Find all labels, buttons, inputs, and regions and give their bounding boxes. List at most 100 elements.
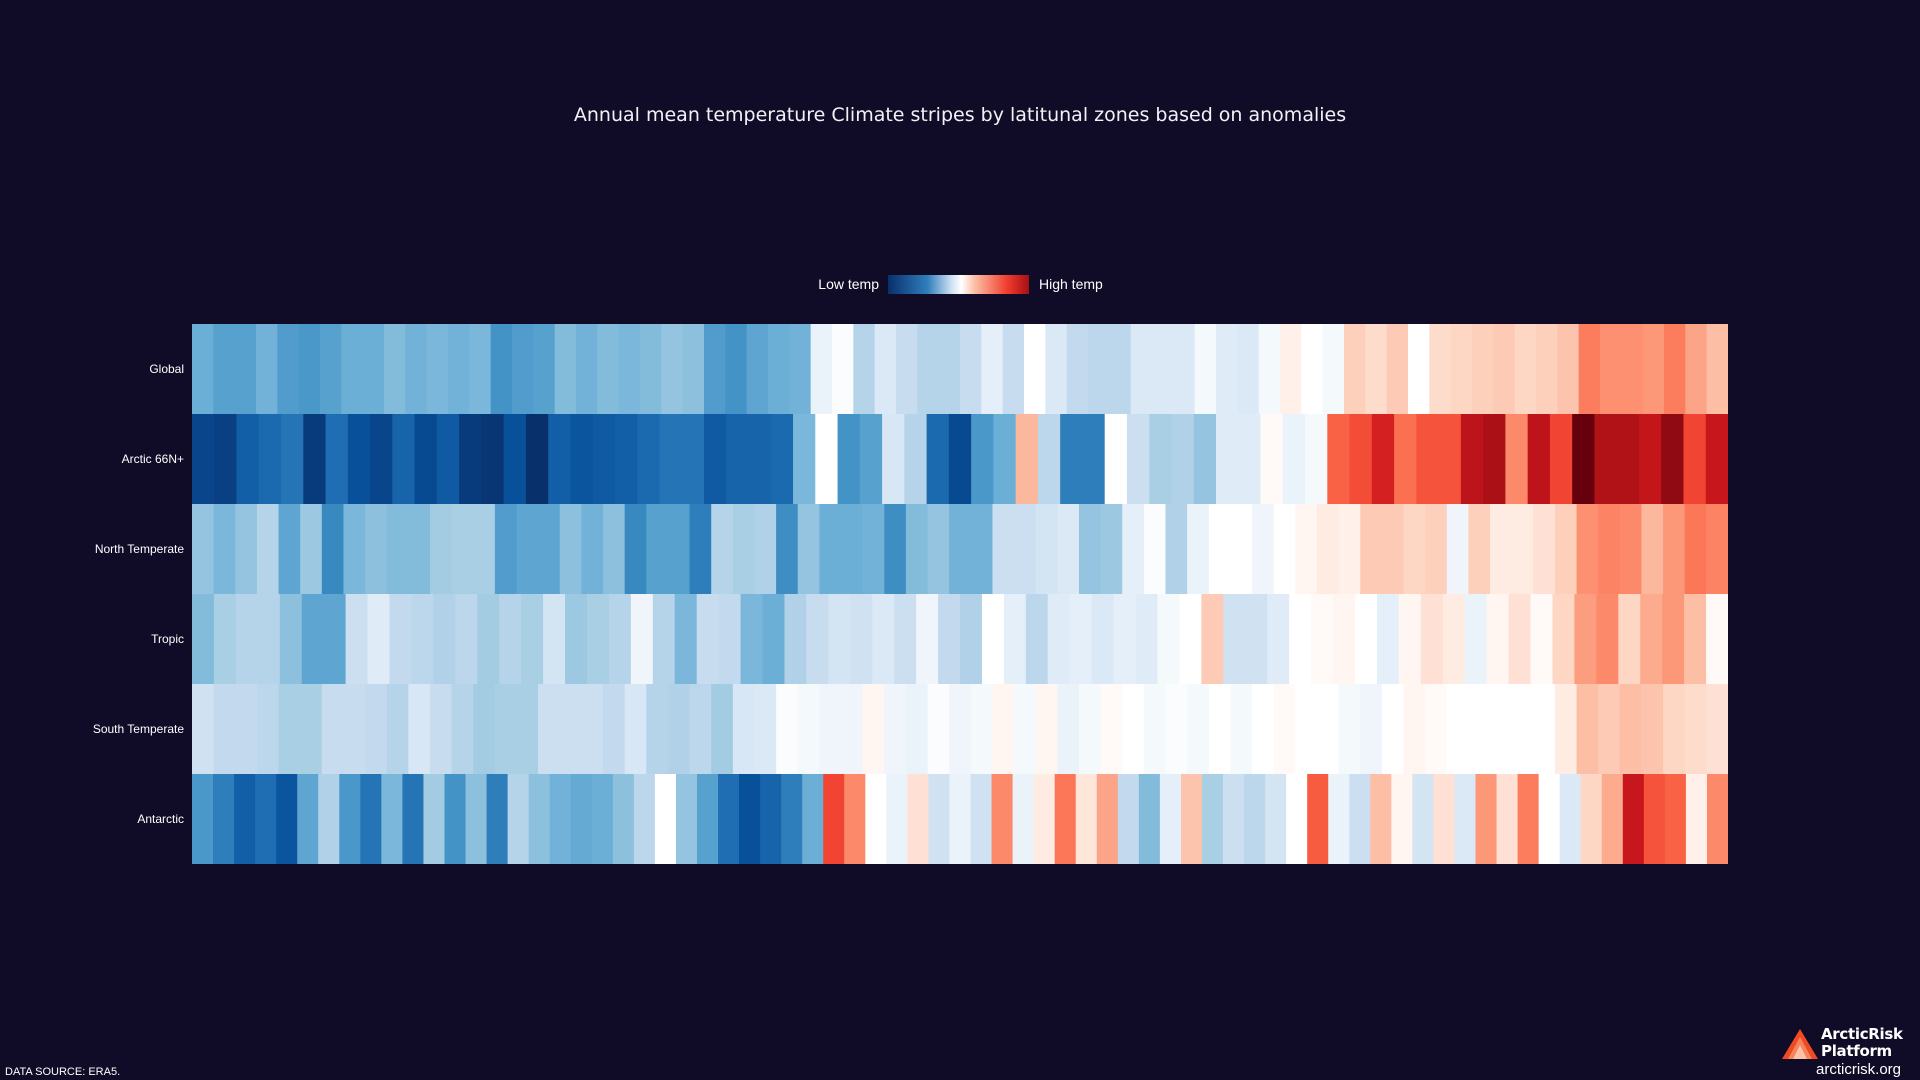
heatmap-cell: [1328, 774, 1350, 864]
heatmap-cell: [1468, 684, 1491, 775]
heatmap-cell: [1446, 504, 1469, 595]
heatmap-cell: [886, 774, 908, 864]
heatmap-cell: [1381, 504, 1405, 595]
heatmap-cell: [323, 594, 347, 685]
heatmap-cell: [760, 774, 782, 864]
legend-high-label: High temp: [1039, 276, 1103, 292]
heatmap-cell: [754, 504, 777, 595]
heatmap-cell: [370, 414, 393, 505]
heatmap-cell: [640, 324, 662, 415]
heatmap-cell: [1403, 504, 1426, 595]
heatmap-cell: [624, 504, 647, 595]
heatmap-cell: [1446, 684, 1469, 775]
heatmap-cell: [850, 594, 873, 685]
heatmap-cell: [1223, 774, 1245, 864]
heatmap-cell: [1173, 324, 1196, 415]
legend-color-bar: [888, 275, 1029, 294]
heatmap-cell: [1533, 684, 1556, 775]
heatmap-cell: [1490, 684, 1513, 775]
heatmap-cell: [1596, 594, 1619, 685]
heatmap-cell: [459, 414, 482, 505]
arcticrisk-logo: ArcticRisk Platform: [1781, 1026, 1916, 1076]
heatmap-cell: [1416, 414, 1440, 505]
heatmap-cell: [667, 504, 691, 595]
heatmap-cell: [844, 774, 866, 864]
heatmap-cell: [214, 414, 238, 505]
heatmap-cell: [1683, 414, 1707, 505]
heatmap-cell: [992, 684, 1015, 775]
heatmap: [192, 324, 1728, 864]
heatmap-cell: [1370, 774, 1392, 864]
heatmap-cell: [1180, 774, 1203, 864]
heatmap-cell: [586, 594, 610, 685]
heatmap-cell: [612, 774, 635, 864]
heatmap-cell: [654, 774, 677, 864]
heatmap-cell: [1230, 504, 1253, 595]
heatmap-cell: [1642, 324, 1665, 415]
heatmap-cell: [1311, 594, 1334, 685]
heatmap-cell: [570, 774, 593, 864]
heatmap-cell: [341, 324, 364, 415]
heatmap-cell: [927, 504, 950, 595]
heatmap-cell: [1376, 594, 1400, 685]
heatmap-cell: [503, 414, 527, 505]
heatmap-cell: [1576, 684, 1599, 775]
heatmap-cell: [1280, 324, 1302, 415]
row-label: Global: [149, 362, 184, 376]
heatmap-cell: [1060, 414, 1084, 505]
heatmap-cell: [633, 774, 656, 864]
heatmap-cell: [343, 684, 366, 775]
heatmap-cell: [1035, 684, 1058, 775]
heatmap-cell: [896, 324, 918, 415]
heatmap-cell: [318, 774, 340, 864]
heatmap-cell: [828, 594, 851, 685]
logo-triangle-icon: [1782, 1029, 1818, 1059]
heatmap-cell: [1045, 324, 1068, 415]
heatmap-cell: [874, 324, 897, 415]
heatmap-cell: [554, 324, 577, 415]
heatmap-cell: [1425, 504, 1448, 595]
heatmap-cell: [1035, 504, 1058, 595]
heatmap-cell: [1641, 504, 1664, 595]
heatmap-cell: [525, 414, 549, 505]
heatmap-row-global: [192, 324, 1728, 415]
heatmap-cell: [423, 774, 446, 864]
heatmap-cell: [949, 774, 972, 864]
heatmap-cell: [481, 414, 505, 505]
heatmap-cell: [1230, 684, 1253, 775]
heatmap-cell: [1706, 774, 1728, 864]
heatmap-cell: [321, 684, 345, 775]
heatmap-cell: [1664, 774, 1687, 864]
heatmap-cell: [494, 684, 518, 775]
heatmap-cell: [1381, 684, 1405, 775]
heatmap-cell: [451, 684, 474, 775]
heatmap-cell: [1033, 774, 1056, 864]
heatmap-cell: [637, 414, 661, 505]
heatmap-cell: [1122, 684, 1145, 775]
heatmap-cell: [991, 774, 1014, 864]
row-label: Antarctic: [137, 812, 184, 826]
heatmap-cell: [1149, 414, 1173, 505]
heatmap-cell: [740, 594, 764, 685]
heatmap-cell: [1238, 414, 1262, 505]
heatmap-cell: [674, 594, 698, 685]
logo-wordmark: ArcticRisk Platform: [1821, 1026, 1903, 1060]
heatmap-cell: [682, 324, 705, 415]
heatmap-cell: [1706, 594, 1728, 685]
heatmap-cell: [793, 414, 816, 505]
heatmap-cell: [949, 504, 972, 595]
heatmap-cell: [704, 414, 727, 505]
heatmap-cell: [810, 324, 833, 415]
heatmap-cell: [938, 594, 961, 685]
heatmap-cell: [689, 504, 712, 595]
heatmap-cell: [1201, 594, 1224, 685]
heatmap-cell: [1538, 774, 1561, 864]
heatmap-cell: [696, 774, 719, 864]
heatmap-cell: [872, 594, 895, 685]
heatmap-cell: [1286, 774, 1308, 864]
heatmap-row-arctic-66n: [192, 414, 1728, 505]
heatmap-cell: [213, 324, 236, 415]
heatmap-cell: [1514, 324, 1537, 415]
heatmap-cell: [213, 504, 236, 595]
